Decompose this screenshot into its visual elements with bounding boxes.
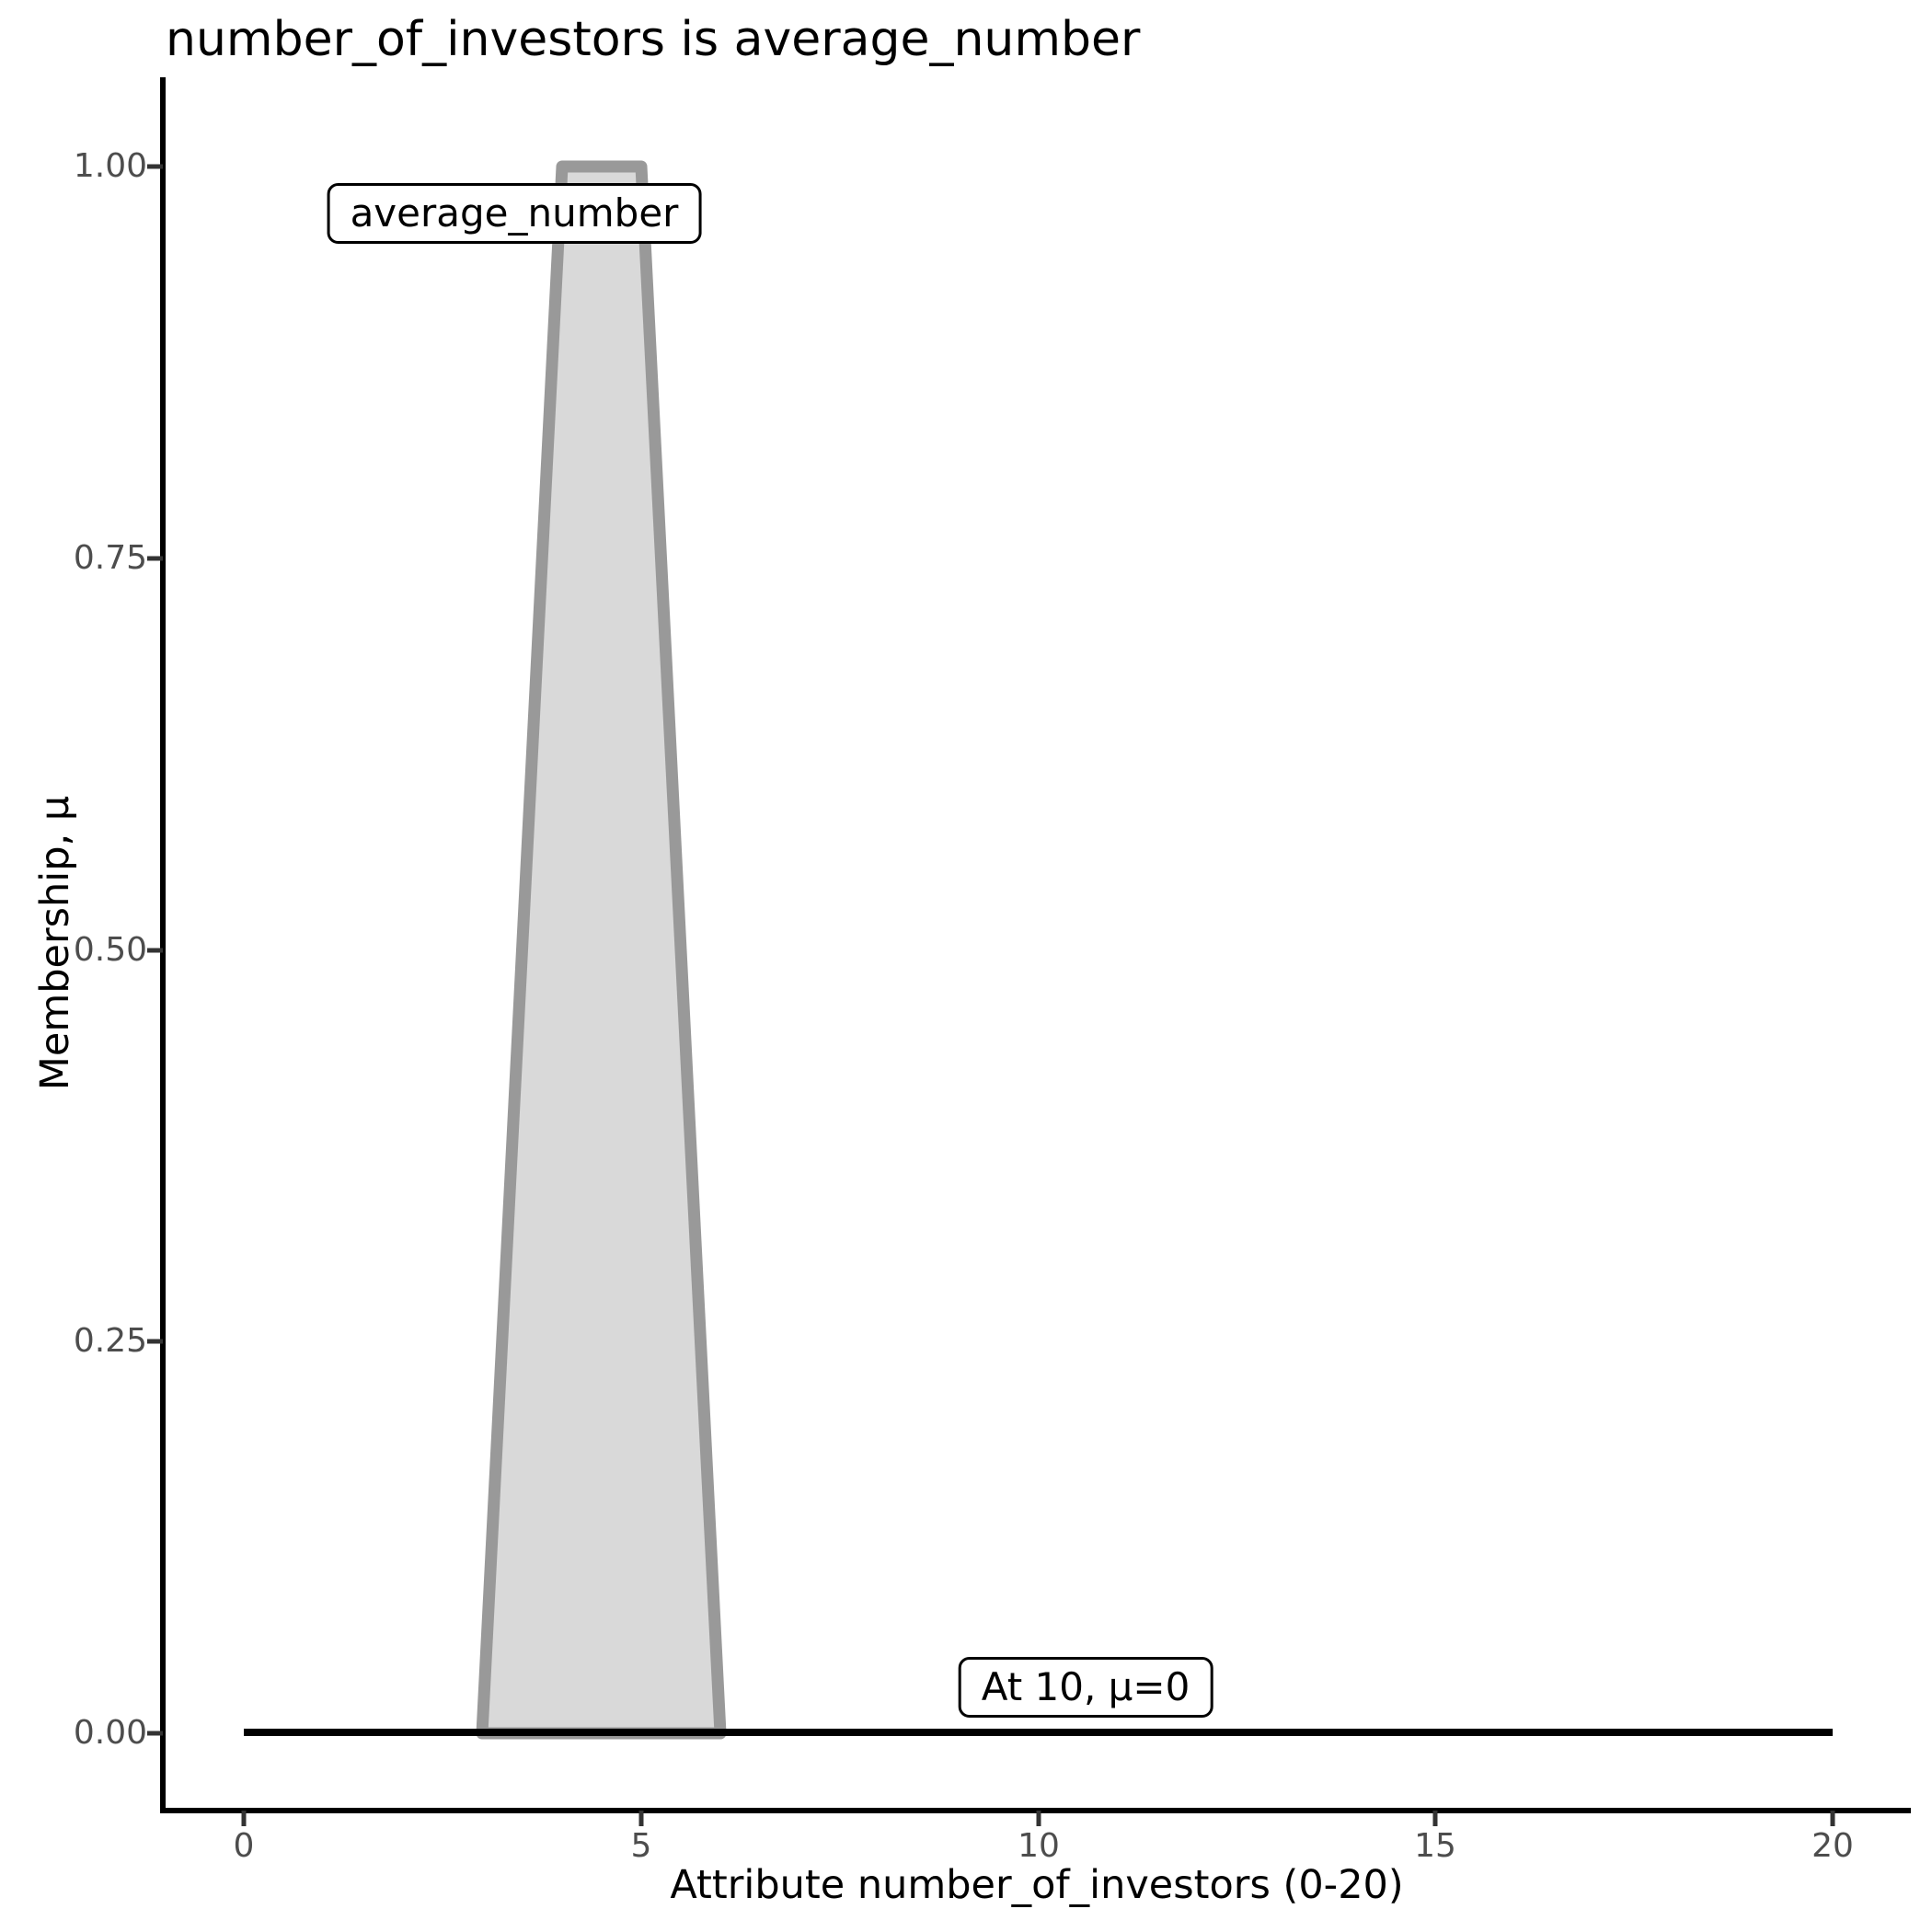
x-tick-marks <box>241 1811 1835 1826</box>
x-tick-label-0: 0 <box>233 1827 255 1865</box>
y-tick-marks <box>147 164 163 1736</box>
y-tick-label-0.25: 0.25 <box>73 1322 147 1360</box>
chart-title: number_of_investors is average_number <box>166 12 1141 67</box>
y-tick-label-0.50: 0.50 <box>73 931 147 969</box>
annotation-at-10-mu-0: At 10, μ=0 <box>958 1657 1213 1718</box>
x-tick-label-20: 20 <box>1811 1827 1854 1865</box>
annotation-average-number: average_number <box>327 183 702 244</box>
y-axis-title: Membership, μ <box>32 795 78 1091</box>
y-tick-label-0.00: 0.00 <box>73 1714 147 1752</box>
x-tick-label-5: 5 <box>630 1827 652 1865</box>
membership-area-average-number <box>476 160 727 1740</box>
x-axis-title: Attribute number_of_investors (0-20) <box>670 1862 1404 1908</box>
x-tick-label-15: 15 <box>1414 1827 1456 1865</box>
x-tick-label-10: 10 <box>1018 1827 1060 1865</box>
y-tick-label-1.00: 1.00 <box>73 147 147 185</box>
y-tick-label-0.75: 0.75 <box>73 539 147 577</box>
